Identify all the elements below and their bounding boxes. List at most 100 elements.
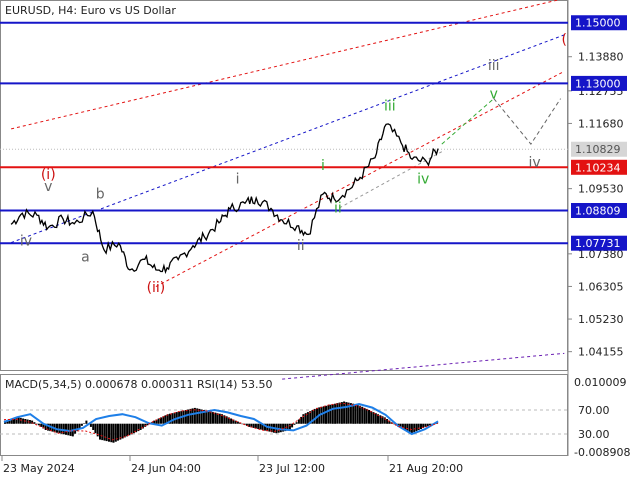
macd-bar	[92, 423, 95, 430]
wave-label: ii	[334, 200, 342, 216]
trend-line-purple	[282, 352, 565, 380]
macd-bar	[234, 420, 237, 424]
current-price-badge-bg	[571, 141, 627, 157]
macd-bar	[123, 423, 126, 438]
level-badges: 1.15000 1.13000 1.10234 1.08809 1.07731 1.108…	[571, 15, 627, 251]
macd-bar	[60, 423, 63, 434]
macd-bar	[110, 423, 113, 443]
macd-bar	[336, 403, 339, 424]
wave-label: a	[81, 249, 90, 265]
wave-label: ii	[297, 238, 305, 254]
indicator-plot-frame	[0, 374, 568, 456]
macd-bar	[227, 417, 230, 424]
level-badge-bg	[571, 235, 627, 251]
macd-bar	[331, 404, 334, 424]
macd-bar	[137, 423, 140, 432]
macd-bar	[297, 419, 300, 424]
macd-bar	[132, 423, 135, 434]
macd-bar	[325, 405, 327, 424]
macd-bar	[191, 408, 194, 424]
macd-bar	[8, 419, 11, 424]
macd-bar	[306, 412, 309, 424]
macd-bar	[264, 423, 266, 431]
wave-label: iv	[528, 155, 540, 171]
main-plot-frame	[0, 0, 568, 371]
macd-bar	[338, 402, 341, 424]
macd-bar	[10, 419, 13, 424]
macd-bar	[184, 410, 187, 424]
macd-bar	[420, 423, 422, 429]
macd-bar	[345, 402, 348, 424]
macd-bar	[302, 414, 305, 424]
macd-bar	[304, 413, 307, 424]
macd-bar	[404, 423, 407, 430]
macd-bar	[417, 423, 420, 430]
macd-bar	[17, 417, 20, 424]
macd-bar	[300, 416, 303, 424]
macd-bar	[157, 418, 160, 424]
wave-label: i	[236, 171, 240, 187]
macd-bar	[83, 423, 86, 424]
macd-bar	[74, 423, 77, 434]
macd-bar	[372, 412, 375, 424]
macd-bar	[76, 423, 79, 432]
macd-bar	[155, 419, 158, 424]
trend-line-gray	[333, 151, 443, 212]
macd-bar	[410, 423, 413, 434]
macd-bar	[352, 403, 355, 424]
macd-bar	[67, 423, 70, 436]
price-levels	[0, 21, 568, 245]
macd-bar	[388, 420, 391, 424]
level-badge-bg	[571, 203, 627, 219]
time-tick-label: 24 Jun 04:00	[131, 462, 201, 475]
level-badge-bg	[571, 15, 627, 31]
current-price-badge: 1.10829	[575, 143, 621, 156]
macd-bar	[377, 414, 379, 424]
macd-bar	[259, 423, 262, 430]
price-tick-label: 1.13880	[578, 51, 624, 64]
macd-bar	[80, 423, 83, 426]
macd-bar	[279, 423, 282, 433]
macd-bar	[230, 418, 233, 424]
forecast-path-green	[441, 98, 495, 145]
macd-bar	[284, 423, 287, 432]
macd-bar	[135, 423, 138, 433]
time-axis: 23 May 2024 24 Jun 04:00 23 Jul 12:00 21 Au…	[1, 456, 463, 475]
macd-bar	[286, 423, 289, 431]
macd-bar	[108, 423, 110, 442]
macd-bar	[370, 411, 373, 424]
wave-label: v	[490, 87, 498, 103]
macd-bar	[254, 423, 257, 429]
macd-bar	[311, 410, 314, 424]
macd-bar	[19, 417, 22, 424]
macd-bar	[225, 416, 228, 424]
macd-bar	[144, 423, 147, 427]
macd-bar	[121, 423, 124, 439]
macd-bar	[252, 423, 255, 428]
macd-bar	[99, 423, 101, 440]
level-badge: 1.10234	[575, 161, 621, 174]
macd-bar	[429, 423, 431, 426]
macd-bar	[218, 413, 221, 424]
macd-bar	[232, 419, 235, 424]
macd-bar	[126, 423, 129, 437]
macd-bar	[282, 423, 285, 432]
macd-bar	[250, 423, 253, 428]
macd-bar	[415, 423, 418, 432]
macd-bar	[105, 423, 108, 442]
macd-bar	[62, 423, 65, 435]
macd-bar	[146, 423, 149, 426]
macd-bar	[241, 423, 244, 425]
macd-bar	[26, 419, 29, 424]
macd-bar	[114, 423, 117, 442]
macd-bar	[94, 423, 97, 434]
macd-tick-label: 0.010009	[574, 376, 627, 389]
macd-bar	[205, 410, 208, 424]
macd-bar	[119, 423, 122, 440]
macd-bar	[424, 423, 427, 427]
macd-bar	[103, 423, 106, 441]
macd-bar	[354, 404, 357, 424]
macd-bar	[379, 415, 382, 424]
trend-line-red	[11, 0, 561, 130]
time-tick-label: 23 May 2024	[3, 462, 75, 475]
